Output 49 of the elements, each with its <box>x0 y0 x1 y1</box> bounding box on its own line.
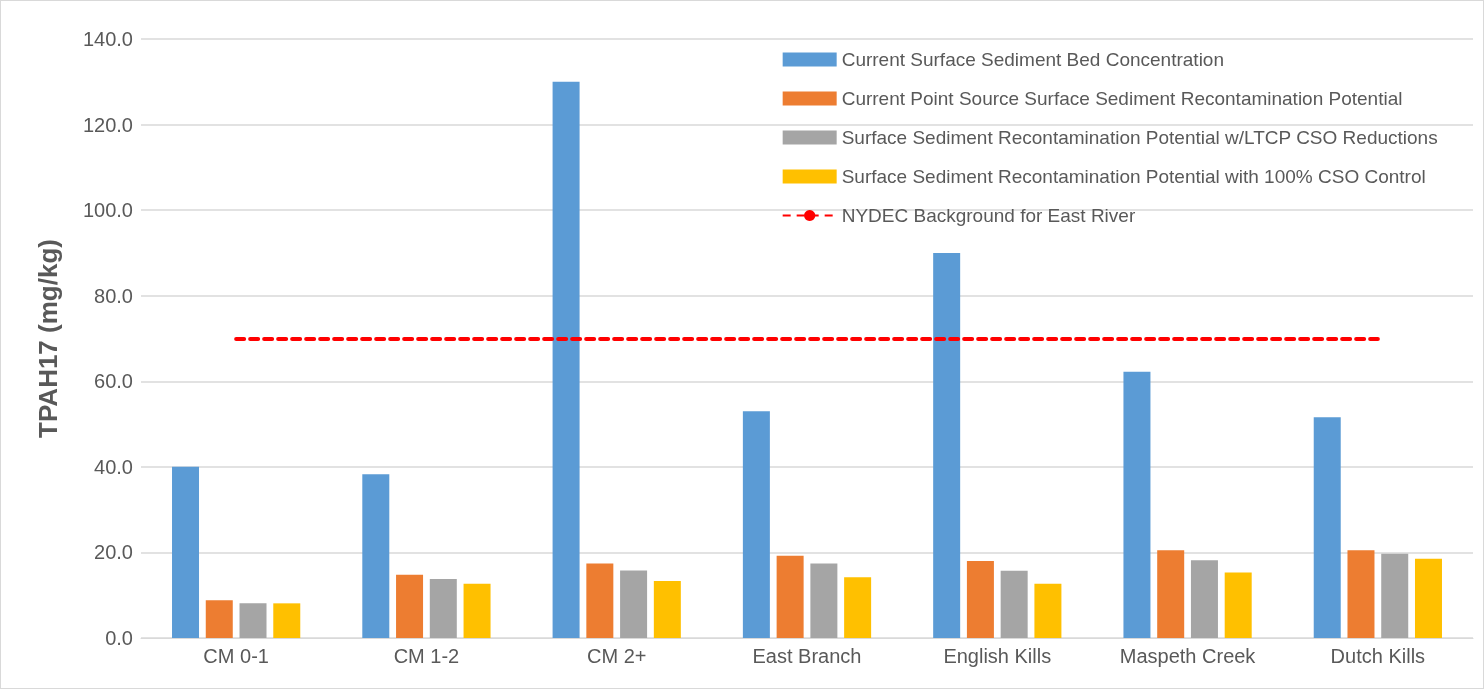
y-tick-label: 100.0 <box>82 199 133 222</box>
y-tick-label: 40.0 <box>94 455 133 478</box>
bar <box>653 581 681 638</box>
bar <box>1123 371 1151 638</box>
bar <box>362 474 390 638</box>
bar <box>172 466 200 638</box>
bar <box>1000 570 1028 638</box>
bar <box>620 570 648 638</box>
bar <box>1034 583 1062 638</box>
legend-label: Surface Sediment Recontamination Potential with 100% CSO Control <box>841 166 1426 187</box>
legend-label: Current Point Source Surface Sediment Recontamination Potential <box>841 88 1403 109</box>
bar <box>1347 550 1375 638</box>
x-tick-label: CM 0-1 <box>203 645 269 667</box>
bar <box>429 578 457 638</box>
x-tick-label: CM 1-2 <box>393 645 460 667</box>
bar <box>776 555 804 638</box>
y-tick-label: 0.0 <box>105 627 133 649</box>
bar <box>810 563 838 638</box>
y-tick-label: 60.0 <box>94 370 133 393</box>
legend-label: Surface Sediment Recontamination Potential w/LTCP CSO Reductions <box>841 127 1438 148</box>
x-tick-label: English Kills <box>943 645 1052 667</box>
bar <box>1224 572 1252 638</box>
bar <box>1381 553 1409 638</box>
bar <box>844 577 872 638</box>
bar <box>1414 558 1442 638</box>
y-axis-title: TPAH17 (mg/kg) <box>33 239 63 438</box>
x-tick-label: CM 2+ <box>586 645 647 667</box>
bar <box>239 603 267 638</box>
bar <box>1190 560 1218 638</box>
y-tick-label: 80.0 <box>94 284 133 307</box>
bar <box>552 81 580 638</box>
bar <box>742 411 770 638</box>
y-tick-label: 140.0 <box>82 28 133 50</box>
y-tick-label: 20.0 <box>94 541 133 564</box>
x-tick-label: Maspeth Creek <box>1119 645 1257 667</box>
bar <box>463 583 491 638</box>
bar <box>396 574 424 638</box>
y-tick-label: 120.0 <box>82 113 133 136</box>
legend-label: NYDEC Background for East River <box>841 205 1136 226</box>
x-tick-label: East Branch <box>752 645 862 667</box>
x-tick-label: Dutch Kills <box>1330 645 1426 667</box>
legend-label: Current Surface Sediment Bed Concentration <box>841 49 1224 70</box>
bar <box>586 563 614 638</box>
bar <box>273 603 301 638</box>
bar <box>966 560 994 638</box>
bar <box>933 252 961 638</box>
bar <box>1313 417 1341 638</box>
bar <box>1157 550 1185 638</box>
bar <box>205 600 233 638</box>
